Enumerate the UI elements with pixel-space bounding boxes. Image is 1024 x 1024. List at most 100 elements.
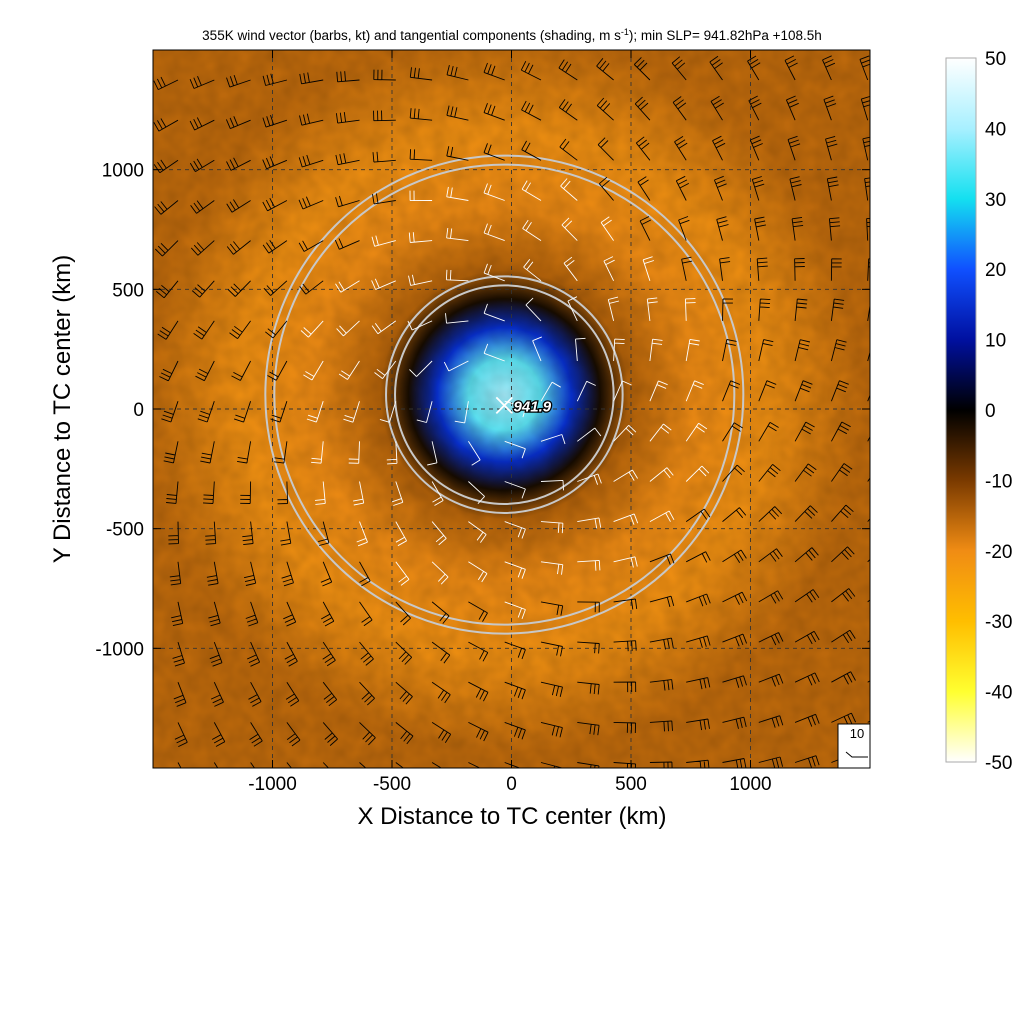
colorbar-tick-label: 0 (985, 401, 996, 422)
shading-texture (153, 50, 870, 768)
wind-barb (454, 401, 469, 424)
wind-barb (722, 422, 743, 442)
barb-reference-key: 10 (837, 723, 871, 769)
wind-barb (504, 440, 526, 459)
wind-barb (205, 521, 217, 545)
wind-barb (208, 601, 221, 627)
wind-barb (633, 57, 651, 81)
wind-barb (532, 336, 542, 362)
wind-barb (794, 713, 820, 727)
wind-barb (758, 756, 784, 768)
wind-barb (197, 401, 215, 423)
wind-barb (483, 183, 505, 201)
wind-barb (521, 140, 542, 161)
wind-barb (649, 761, 673, 768)
wind-barb (576, 380, 596, 402)
wind-barb (395, 601, 411, 626)
wind-barb (166, 481, 179, 504)
wind-barb (642, 256, 655, 281)
wind-barb (504, 681, 526, 700)
wind-barb (300, 320, 324, 338)
wind-barb (758, 590, 784, 604)
wind-barb (409, 108, 433, 121)
wind-barb (596, 97, 614, 121)
wind-barb (395, 561, 410, 586)
wind-barb (685, 422, 708, 442)
wind-barb (468, 601, 488, 622)
wind-barb (860, 95, 870, 121)
wind-barb (521, 180, 542, 201)
wind-barb (600, 216, 614, 241)
wind-barb (613, 598, 638, 610)
wind-barb (716, 216, 729, 241)
wind-barb (285, 681, 300, 707)
wind-barb (431, 641, 451, 664)
wind-barb (408, 232, 433, 243)
wind-barb (409, 360, 433, 377)
wind-barb (758, 464, 781, 482)
wind-barb (613, 762, 637, 768)
wind-barb (722, 591, 748, 605)
wind-barb (867, 258, 870, 281)
wind-barb (577, 721, 600, 736)
plot-area: 941.9 (153, 50, 870, 768)
wind-barb (831, 712, 857, 726)
wind-barb (794, 339, 811, 362)
wind-barb (794, 298, 808, 321)
wind-barb (262, 156, 288, 170)
wind-barb (446, 64, 469, 81)
wind-barb (830, 339, 847, 362)
wind-barb (154, 240, 179, 257)
wind-barb (686, 635, 711, 648)
y-tick-label: -1000 (95, 639, 144, 660)
wind-barb (754, 216, 766, 241)
wind-barb (794, 630, 820, 645)
wind-barb (867, 302, 870, 321)
wind-barb (281, 561, 294, 587)
wind-barb (560, 178, 578, 201)
wind-barb (794, 258, 805, 281)
wind-barb (794, 463, 817, 482)
wind-barb (483, 103, 505, 121)
colorbar-tick-label: -30 (985, 612, 1012, 633)
wind-barb (374, 360, 397, 379)
y-axis-title: Y Distance to TC center (km) (49, 255, 76, 564)
wind-barb (719, 257, 731, 281)
wind-barb (359, 561, 371, 587)
wind-barb (468, 721, 489, 742)
wind-barb (635, 136, 651, 161)
wind-barb (431, 601, 450, 624)
wind-barb (603, 256, 615, 281)
wind-barb (229, 320, 251, 339)
wind-barb (245, 601, 259, 627)
wind-barb (154, 200, 179, 215)
range-circle-outer (264, 154, 745, 635)
wind-barb (504, 521, 526, 539)
wind-barb (867, 720, 870, 723)
wind-barb (262, 197, 288, 212)
wind-barb (558, 59, 578, 81)
wind-barb (161, 401, 179, 423)
wind-barb (193, 320, 215, 340)
wind-barb (685, 338, 700, 362)
wind-barb (409, 190, 433, 202)
wind-barb (685, 465, 710, 482)
wind-barb (685, 508, 711, 522)
center-x-mark (495, 396, 513, 415)
colorbar-tick-label: 20 (985, 260, 1006, 281)
min-slp-marker: 941.9 (495, 396, 553, 417)
wind-barb (416, 401, 433, 423)
wind-barb (483, 303, 505, 322)
wind-barb (359, 681, 375, 706)
wind-barb (613, 556, 638, 568)
wind-barb (226, 157, 251, 171)
wind-barb (613, 721, 637, 734)
wind-barb (446, 146, 469, 161)
colorbar-tick-label: 50 (985, 49, 1006, 70)
wind-barb (298, 240, 324, 252)
wind-barb (263, 280, 288, 296)
wind-barb (431, 521, 447, 546)
wind-barb (540, 521, 564, 534)
wind-barb (758, 506, 783, 522)
